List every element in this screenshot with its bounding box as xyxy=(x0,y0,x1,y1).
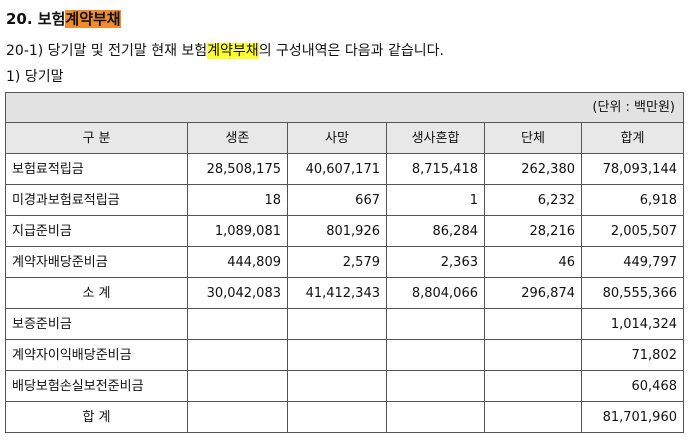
table-cell: 262,380 xyxy=(484,153,582,185)
insurance-liabilities-table: (단위 : 백만원) 구 분 생존 사망 생사혼합 단체 합계 보험료적립금 2… xyxy=(5,92,684,433)
table-cell: 8,715,418 xyxy=(386,153,485,185)
table-cell xyxy=(187,370,288,402)
table-cell: 1 xyxy=(386,184,485,216)
unit-label: (단위 : 백만원) xyxy=(5,92,684,123)
subsection-heading: 20-1) 당기말 및 전기말 현재 보험계약부채의 구성내역은 다음과 같습니… xyxy=(6,40,444,62)
table-cell xyxy=(187,401,288,433)
table-row: 미경과보험료적립금 18 667 1 6,232 6,918 xyxy=(5,184,684,216)
table-cell: 2,579 xyxy=(287,246,387,278)
table-cell xyxy=(484,370,582,402)
table-row: 보험료적립금 28,508,175 40,607,171 8,715,418 2… xyxy=(5,153,684,185)
table-cell: 8,804,066 xyxy=(386,277,485,309)
column-header: 합계 xyxy=(581,122,684,154)
table-row: 보증준비금 1,014,324 xyxy=(5,308,684,340)
table-cell xyxy=(187,339,288,371)
table-cell: 30,042,083 xyxy=(187,277,288,309)
column-header: 구 분 xyxy=(5,122,188,154)
table-cell: 449,797 xyxy=(581,246,684,278)
table-cell: 41,412,343 xyxy=(287,277,387,309)
table-cell: 78,093,144 xyxy=(581,153,684,185)
table-cell xyxy=(287,401,387,433)
table-cell: 444,809 xyxy=(187,246,288,278)
table-cell: 6,232 xyxy=(484,184,582,216)
table-row: 지급준비금 1,089,081 801,926 86,284 28,216 2,… xyxy=(5,215,684,247)
table-cell: 18 xyxy=(187,184,288,216)
column-header: 생존 xyxy=(187,122,288,154)
table-cell xyxy=(386,308,485,340)
table-cell xyxy=(287,308,387,340)
table-cell: 1,089,081 xyxy=(187,215,288,247)
table-cell: 40,607,171 xyxy=(287,153,387,185)
unit-row: (단위 : 백만원) xyxy=(5,92,684,123)
table-row: 배당보험손실보전준비금 60,468 xyxy=(5,370,684,402)
table-cell: 81,701,960 xyxy=(581,401,684,433)
table-cell: 801,926 xyxy=(287,215,387,247)
row-label: 보험료적립금 xyxy=(5,153,188,185)
header-row: 구 분 생존 사망 생사혼합 단체 합계 xyxy=(5,122,684,154)
row-label: 배당보험손실보전준비금 xyxy=(5,370,188,402)
table-cell xyxy=(484,339,582,371)
table-cell: 296,874 xyxy=(484,277,582,309)
table-cell: 46 xyxy=(484,246,582,278)
period-label: 1) 당기말 xyxy=(6,69,64,85)
table-cell: 60,468 xyxy=(581,370,684,402)
row-label: 미경과보험료적립금 xyxy=(5,184,188,216)
table-cell: 2,005,507 xyxy=(581,215,684,247)
column-header: 단체 xyxy=(484,122,582,154)
subsection-heading-prefix: 20-1) 당기말 및 전기말 현재 보험 xyxy=(6,43,208,59)
table-cell: 6,918 xyxy=(581,184,684,216)
row-label: 지급준비금 xyxy=(5,215,188,247)
table-cell xyxy=(484,308,582,340)
table-cell xyxy=(386,370,485,402)
subsection-heading-suffix: 의 구성내역은 다음과 같습니다. xyxy=(258,43,444,59)
table-cell: 80,555,366 xyxy=(581,277,684,309)
table-cell xyxy=(287,370,387,402)
subsection-heading-highlight: 계약부채 xyxy=(207,43,259,59)
row-label: 합 계 xyxy=(5,401,188,433)
total-row: 합 계 81,701,960 xyxy=(5,401,684,433)
table-cell: 667 xyxy=(287,184,387,216)
table-cell xyxy=(386,401,485,433)
table-cell xyxy=(287,339,387,371)
row-label: 보증준비금 xyxy=(5,308,188,340)
table-cell: 28,216 xyxy=(484,215,582,247)
row-label: 계약자이익배당준비금 xyxy=(5,339,188,371)
table-cell xyxy=(187,308,288,340)
subtotal-row: 소 계 30,042,083 41,412,343 8,804,066 296,… xyxy=(5,277,684,309)
table-cell xyxy=(386,339,485,371)
column-header: 생사혼합 xyxy=(386,122,485,154)
table-cell: 1,014,324 xyxy=(581,308,684,340)
table-cell: 71,802 xyxy=(581,339,684,371)
section-heading: 20. 보험계약부채 xyxy=(6,8,121,30)
table-row: 계약자배당준비금 444,809 2,579 2,363 46 449,797 xyxy=(5,246,684,278)
row-label: 계약자배당준비금 xyxy=(5,246,188,278)
table-cell: 86,284 xyxy=(386,215,485,247)
table-cell xyxy=(484,401,582,433)
table-cell: 28,508,175 xyxy=(187,153,288,185)
table-cell: 2,363 xyxy=(386,246,485,278)
section-heading-highlight: 계약부채 xyxy=(65,10,121,28)
table-row: 계약자이익배당준비금 71,802 xyxy=(5,339,684,371)
section-heading-prefix: 20. 보험 xyxy=(6,10,66,28)
row-label: 소 계 xyxy=(5,277,188,309)
column-header: 사망 xyxy=(287,122,387,154)
